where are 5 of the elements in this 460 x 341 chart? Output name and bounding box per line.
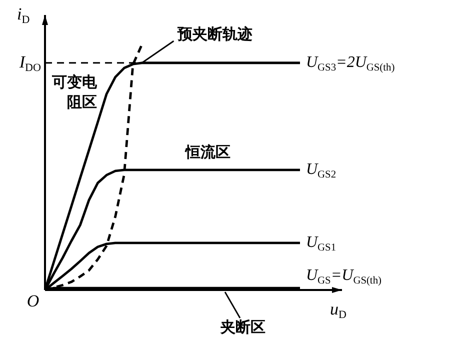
annotation: 恒流区 — [184, 142, 230, 161]
text: 预夹断轨迹 — [176, 24, 253, 43]
text: 夹断区 — [220, 318, 266, 336]
text: O — [26, 291, 40, 310]
annotation: 可变电阻区 — [51, 72, 98, 111]
